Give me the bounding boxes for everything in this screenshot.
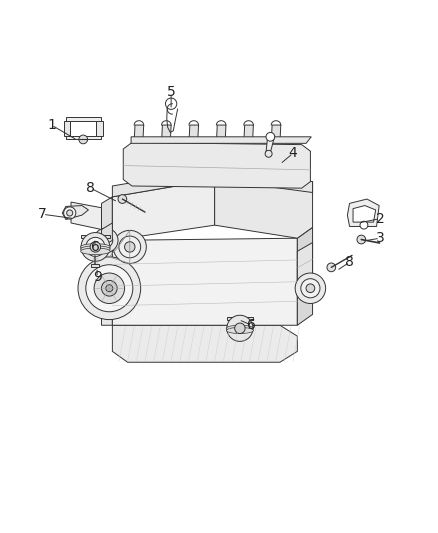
Polygon shape bbox=[134, 125, 144, 142]
Circle shape bbox=[86, 265, 133, 312]
Circle shape bbox=[301, 279, 320, 298]
Text: 4: 4 bbox=[289, 147, 297, 160]
Text: 9: 9 bbox=[93, 270, 102, 285]
Circle shape bbox=[94, 228, 118, 253]
Polygon shape bbox=[81, 235, 110, 238]
Text: 8: 8 bbox=[86, 181, 95, 195]
Polygon shape bbox=[297, 228, 313, 325]
Polygon shape bbox=[113, 168, 313, 197]
Circle shape bbox=[360, 221, 368, 229]
Polygon shape bbox=[64, 120, 70, 136]
Circle shape bbox=[357, 235, 366, 244]
Circle shape bbox=[90, 241, 101, 252]
Circle shape bbox=[306, 284, 315, 293]
Polygon shape bbox=[297, 243, 313, 284]
Polygon shape bbox=[271, 125, 281, 142]
Circle shape bbox=[113, 230, 146, 263]
Circle shape bbox=[265, 150, 272, 157]
Circle shape bbox=[67, 210, 73, 216]
Circle shape bbox=[86, 237, 105, 256]
Polygon shape bbox=[189, 125, 198, 142]
Polygon shape bbox=[244, 125, 253, 142]
Polygon shape bbox=[92, 264, 99, 268]
Polygon shape bbox=[113, 238, 297, 325]
Polygon shape bbox=[102, 223, 113, 247]
Circle shape bbox=[79, 135, 88, 144]
Circle shape bbox=[327, 263, 336, 272]
Circle shape bbox=[99, 233, 113, 247]
Circle shape bbox=[106, 285, 113, 292]
Polygon shape bbox=[96, 120, 103, 136]
Text: 3: 3 bbox=[376, 231, 385, 245]
Circle shape bbox=[227, 315, 253, 341]
Circle shape bbox=[124, 241, 135, 252]
Text: 6: 6 bbox=[91, 240, 99, 254]
Text: 6: 6 bbox=[247, 318, 256, 332]
Ellipse shape bbox=[81, 246, 110, 252]
Text: 2: 2 bbox=[376, 212, 385, 225]
Ellipse shape bbox=[226, 327, 253, 334]
Text: 8: 8 bbox=[345, 255, 354, 269]
Polygon shape bbox=[215, 171, 313, 238]
Circle shape bbox=[235, 323, 245, 334]
Polygon shape bbox=[113, 180, 215, 240]
Polygon shape bbox=[162, 125, 171, 142]
Text: 1: 1 bbox=[47, 118, 56, 132]
Text: 5: 5 bbox=[167, 85, 176, 100]
Polygon shape bbox=[347, 199, 379, 227]
Polygon shape bbox=[216, 125, 226, 142]
Circle shape bbox=[166, 98, 177, 109]
Circle shape bbox=[81, 232, 110, 261]
Polygon shape bbox=[71, 202, 102, 230]
Polygon shape bbox=[123, 142, 311, 188]
Polygon shape bbox=[102, 240, 113, 325]
Ellipse shape bbox=[81, 248, 110, 255]
Polygon shape bbox=[66, 117, 101, 140]
Circle shape bbox=[266, 133, 275, 141]
Circle shape bbox=[78, 257, 141, 320]
Circle shape bbox=[119, 236, 141, 258]
Text: 7: 7 bbox=[39, 207, 47, 221]
Circle shape bbox=[118, 195, 127, 204]
Circle shape bbox=[64, 207, 76, 219]
Polygon shape bbox=[113, 325, 297, 362]
Polygon shape bbox=[227, 317, 253, 320]
Polygon shape bbox=[353, 206, 376, 222]
Circle shape bbox=[295, 273, 325, 303]
Ellipse shape bbox=[81, 244, 110, 250]
Polygon shape bbox=[131, 137, 311, 143]
Polygon shape bbox=[70, 120, 96, 136]
Circle shape bbox=[102, 280, 117, 296]
Polygon shape bbox=[266, 134, 275, 156]
Ellipse shape bbox=[226, 325, 253, 332]
Circle shape bbox=[94, 273, 124, 303]
Polygon shape bbox=[62, 206, 88, 220]
Polygon shape bbox=[102, 197, 113, 247]
